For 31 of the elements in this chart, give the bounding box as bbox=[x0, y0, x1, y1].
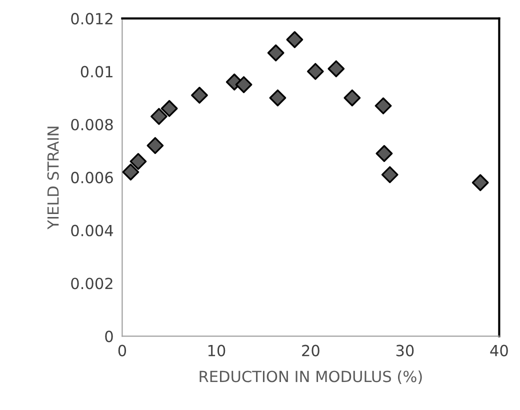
y-tick-label: 0.004 bbox=[71, 224, 114, 236]
point bbox=[160, 100, 178, 117]
y-tick-label: 0.006 bbox=[71, 172, 113, 184]
point bbox=[472, 174, 489, 192]
point bbox=[122, 164, 140, 180]
y-axis-title: YIELD STRAIN bbox=[47, 126, 59, 230]
y-tick-label: 0.008 bbox=[71, 118, 113, 130]
point bbox=[235, 76, 252, 94]
point bbox=[381, 166, 398, 184]
point bbox=[150, 108, 168, 125]
point bbox=[130, 152, 147, 170]
x-tick-label: 30 bbox=[396, 344, 414, 356]
point bbox=[267, 44, 284, 62]
point bbox=[269, 89, 286, 106]
x-tick-label: 40 bbox=[490, 344, 508, 356]
point bbox=[146, 137, 164, 154]
point bbox=[306, 62, 324, 80]
y-tick-label: 0.012 bbox=[71, 12, 112, 24]
point bbox=[191, 86, 208, 104]
point bbox=[286, 31, 304, 48]
x-tick-label: 0 bbox=[118, 344, 126, 356]
y-tick-label: 0 bbox=[105, 330, 113, 342]
point bbox=[376, 145, 393, 162]
y-tick-label: 0.01 bbox=[80, 66, 112, 78]
point bbox=[374, 97, 392, 114]
x-axis-title: REDUCTION IN MODULUS (%) bbox=[200, 370, 422, 384]
point bbox=[344, 89, 361, 106]
x-tick-label: 10 bbox=[208, 344, 226, 356]
point bbox=[328, 60, 345, 78]
y-tick-label: 0.002 bbox=[71, 278, 112, 290]
x-tick-label: 20 bbox=[302, 344, 320, 356]
